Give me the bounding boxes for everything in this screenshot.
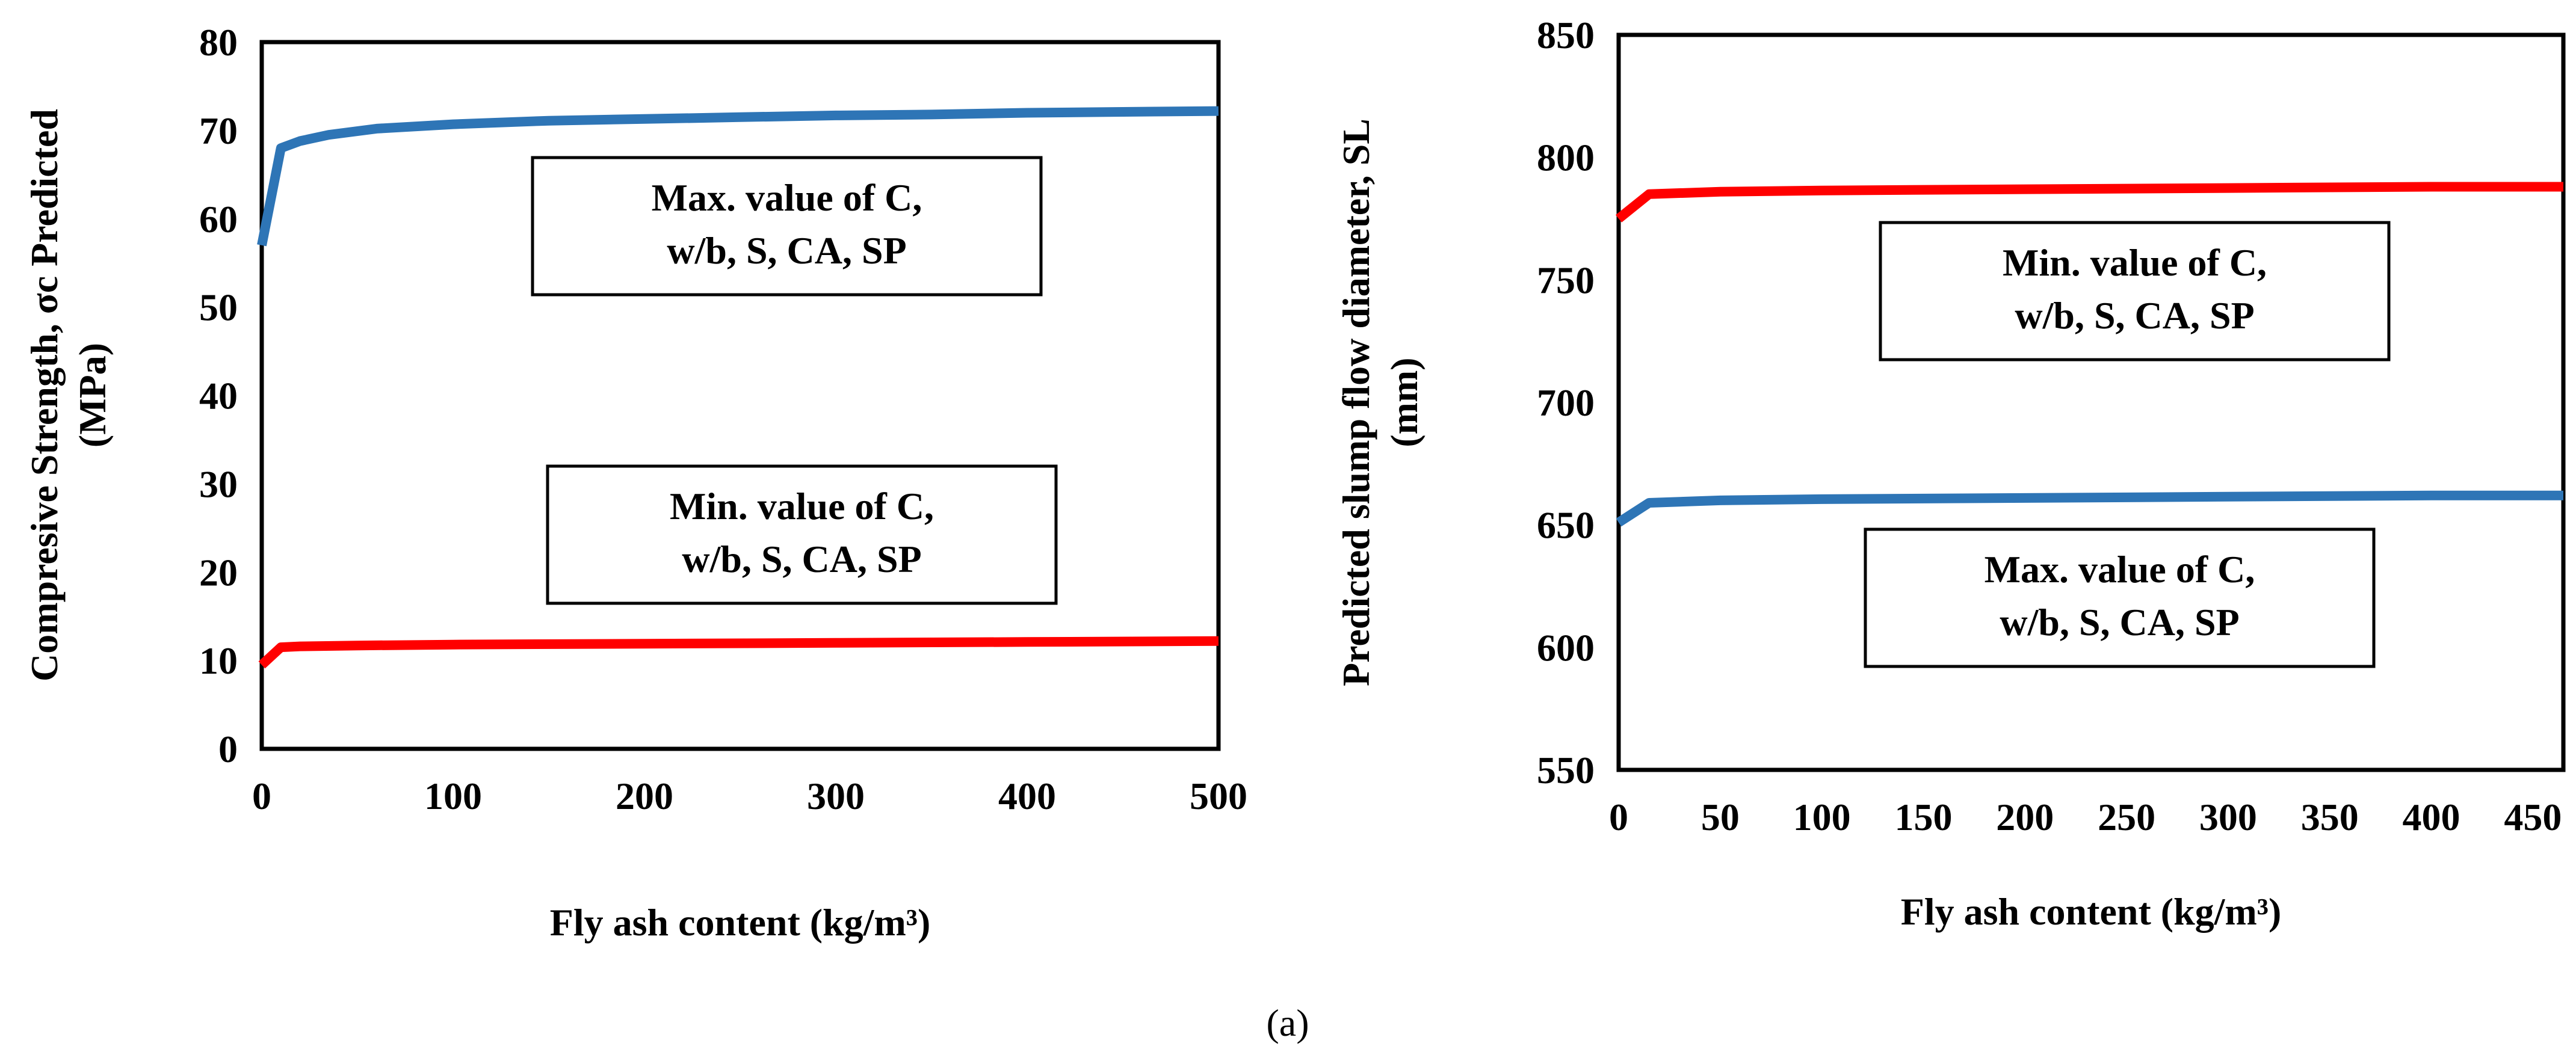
series-line-red [1615, 182, 2563, 223]
x-tick-label: 350 [2301, 796, 2359, 838]
x-tick-label: 400 [2403, 796, 2460, 838]
series-line-blue [257, 106, 1219, 247]
plot-area-frame [259, 40, 1221, 751]
annotation-text: Min. value of C, [2003, 241, 2267, 284]
y-axis-label: Compresive Strength, σc Predicted [23, 109, 66, 681]
y-tick-label: 10 [199, 639, 238, 682]
annotation-text: w/b, S, CA, SP [682, 538, 921, 580]
y-tick-label: 70 [199, 109, 238, 152]
plot-area-frame [1616, 32, 2566, 772]
y-tick-label: 550 [1537, 749, 1595, 792]
y-tick-label: 700 [1537, 381, 1595, 424]
y-tick-label: 50 [199, 286, 238, 329]
annotation-text: w/b, S, CA, SP [667, 229, 906, 272]
series-line-red [258, 636, 1219, 669]
x-tick-label: 300 [807, 775, 865, 817]
chart-compressive-strength: 0 10 20 30 40 50 60 70 80 0 100 200 300 400 500 Fly ash… [23, 21, 1247, 944]
y-tick-label: 750 [1537, 259, 1595, 301]
annotation-box: Max. value of C, w/b, S, CA, SP [531, 156, 1043, 297]
annotation-box: Min. value of C, w/b, S, CA, SP [1879, 221, 2391, 361]
series-line-blue [1616, 490, 2563, 527]
annotation-box: Min. value of C, w/b, S, CA, SP [546, 464, 1058, 605]
y-tick-label: 30 [199, 463, 238, 505]
x-tick-label: 50 [1701, 796, 1740, 838]
annotation-frame [546, 464, 1058, 605]
y-tick-label: 60 [199, 198, 238, 241]
x-tick-label: 250 [2098, 796, 2155, 838]
annotation-frame [531, 156, 1043, 297]
chart-slump-flow: 550 600 650 700 750 800 850 0 50 100 150 200 250 300 3… [1335, 14, 2566, 933]
x-tick-label: 450 [2504, 796, 2562, 838]
y-tick-label: 600 [1537, 626, 1595, 669]
x-tick-label: 200 [616, 775, 673, 817]
annotation-frame [1864, 527, 2376, 668]
x-tick-label: 500 [1190, 775, 1247, 817]
annotation-text: w/b, S, CA, SP [2015, 294, 2254, 337]
y-tick-label: 800 [1537, 137, 1595, 179]
x-tick-label: 300 [2199, 796, 2257, 838]
y-tick-label: 0 [218, 728, 238, 770]
annotation-text: w/b, S, CA, SP [2000, 601, 2239, 644]
x-tick-label: 150 [1894, 796, 1952, 838]
y-axis-label: Predicted slump flow diameter, SL [1335, 118, 1377, 686]
annotation-text: Max. value of C, [652, 176, 922, 219]
x-tick-label: 100 [1793, 796, 1851, 838]
y-tick-label: 850 [1537, 14, 1595, 57]
annotation-frame [1879, 221, 2391, 361]
x-axis-label: Fly ash content (kg/m³) [550, 901, 931, 944]
annotation-box: Max. value of C, w/b, S, CA, SP [1864, 527, 2376, 668]
x-tick-label: 0 [252, 775, 271, 817]
y-tick-label: 40 [199, 375, 238, 417]
y-axis-label: (MPa) [71, 343, 114, 447]
figure-label: (a) [1266, 1001, 1309, 1044]
x-tick-label: 100 [424, 775, 482, 817]
x-tick-label: 200 [1996, 796, 2054, 838]
y-tick-label: 80 [199, 21, 238, 64]
x-axis-label: Fly ash content (kg/m³) [1901, 890, 2282, 933]
annotation-text: Max. value of C, [1985, 548, 2255, 591]
y-tick-label: 20 [199, 551, 238, 594]
x-tick-label: 400 [998, 775, 1056, 817]
y-tick-label: 650 [1537, 504, 1595, 547]
annotation-text: Min. value of C, [670, 485, 934, 527]
x-tick-label: 0 [1609, 796, 1628, 838]
y-axis-label: (mm) [1383, 357, 1425, 447]
